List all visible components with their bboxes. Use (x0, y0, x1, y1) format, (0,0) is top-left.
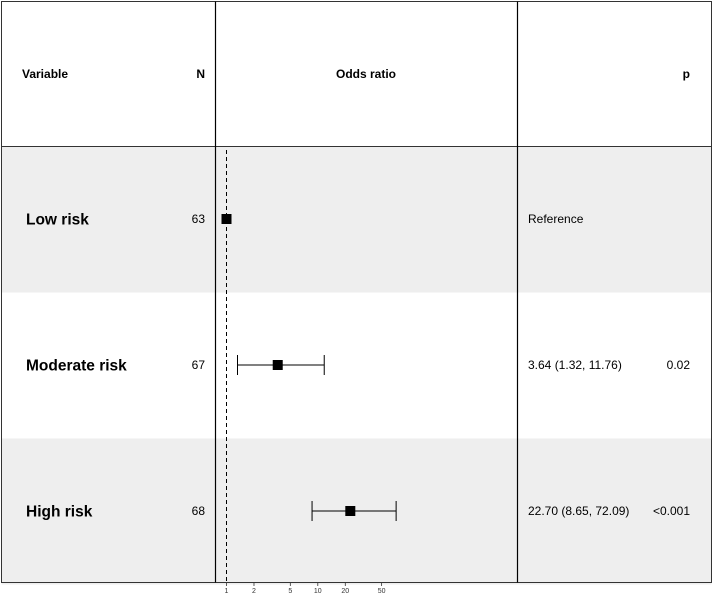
outer-frame (1, 1, 712, 583)
row-variable-label: Low risk (26, 212, 89, 229)
forest-rows: Low risk 63 Reference Moderate risk 67 3.64 (… (26, 212, 691, 521)
row-estimate-text: Reference (528, 212, 584, 226)
row-n-value: 68 (192, 504, 206, 518)
row-n-value: 63 (192, 212, 206, 226)
x-tick-label: 1 (225, 588, 229, 594)
header-variable: Variable (22, 67, 68, 81)
header-p: p (683, 67, 690, 81)
row-variable-label: Moderate risk (26, 358, 127, 375)
x-tick-label: 5 (288, 588, 292, 594)
header-n: N (196, 67, 205, 81)
row-p-value: 0.02 (667, 358, 691, 372)
x-axis: 1 2 5 10 20 50 (225, 150, 386, 594)
x-tick-label: 10 (314, 588, 322, 594)
point-estimate-marker (221, 214, 232, 224)
row-estimate-text: 22.70 (8.65, 72.09) (528, 504, 629, 518)
header-odds-ratio: Odds ratio (336, 67, 396, 81)
row-bands (1, 146, 712, 585)
row-variable-label: High risk (26, 504, 93, 521)
x-tick-label: 20 (341, 588, 349, 594)
row-n-value: 67 (192, 358, 206, 372)
row-p-value: <0.001 (653, 504, 690, 518)
point-estimate-marker (345, 506, 356, 516)
row-band (1, 292, 712, 439)
row-estimate-text: 3.64 (1.32, 11.76) (528, 358, 622, 372)
x-tick-label: 2 (252, 588, 256, 594)
row-band (1, 146, 712, 293)
point-estimate-marker (272, 360, 283, 370)
x-tick-label: 50 (378, 588, 386, 594)
